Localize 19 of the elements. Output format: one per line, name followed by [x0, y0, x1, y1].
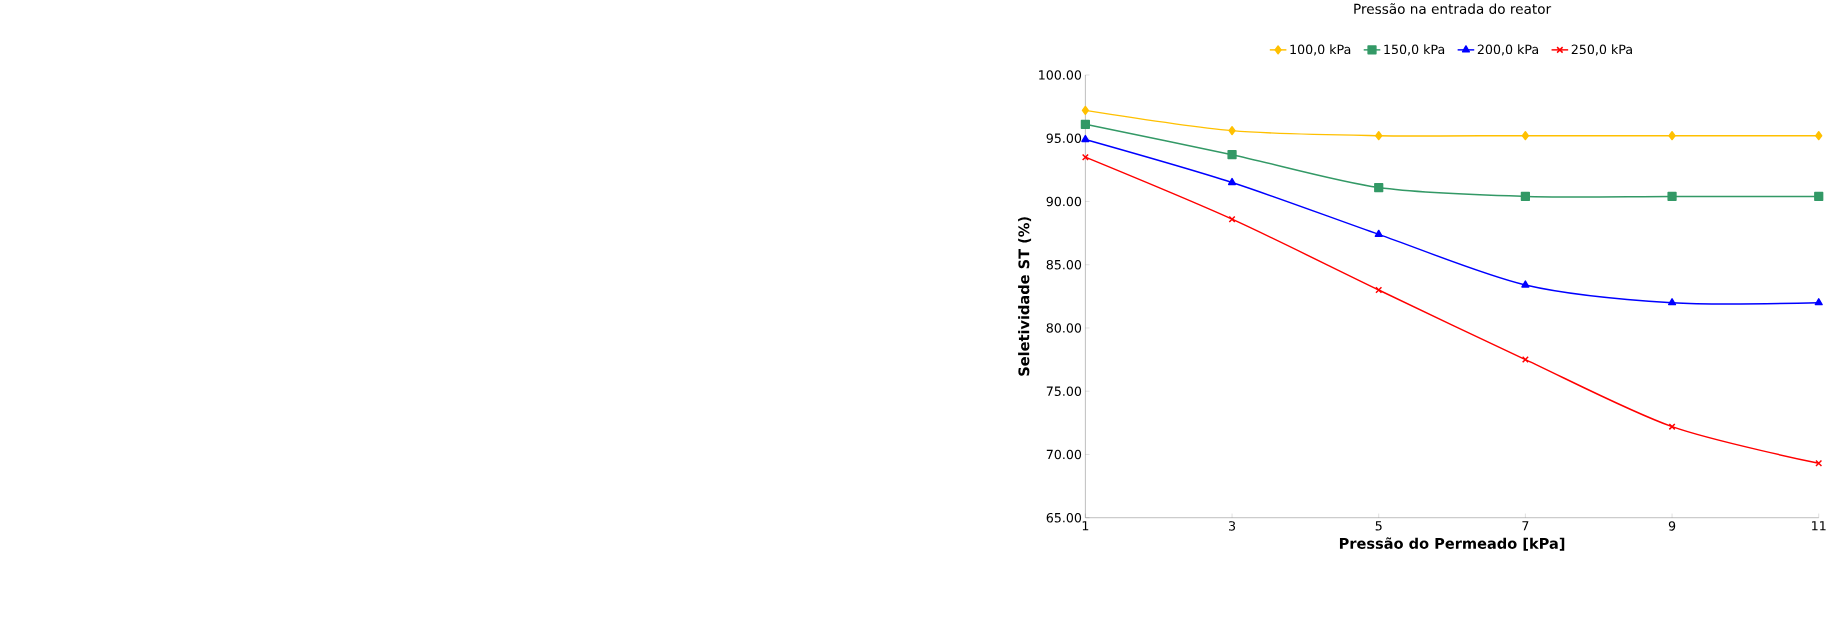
point: [1521, 355, 1529, 363]
point: [1227, 149, 1237, 159]
point: [1520, 191, 1531, 201]
point: [1521, 280, 1530, 288]
point: [1228, 125, 1236, 135]
point: [1374, 182, 1384, 192]
point: [1814, 297, 1823, 306]
point: [1080, 119, 1090, 129]
point: [1814, 191, 1824, 201]
point: [1668, 130, 1676, 140]
point: [1815, 130, 1823, 140]
point: [1521, 130, 1530, 140]
point: [1375, 130, 1383, 140]
point: [1081, 134, 1090, 142]
point: [1667, 191, 1677, 201]
point: [1227, 177, 1237, 185]
point: [1374, 229, 1383, 237]
point: [1081, 105, 1090, 115]
point: [1667, 297, 1677, 306]
